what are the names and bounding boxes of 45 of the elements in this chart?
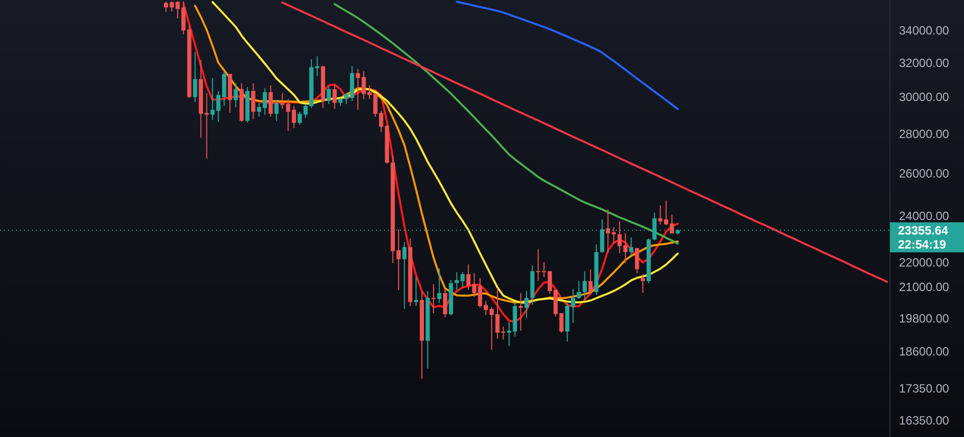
y-tick-label: 18600.00 [899, 344, 950, 359]
candlestick [268, 84, 273, 118]
y-tick-label: 22000.00 [899, 255, 950, 270]
candlestick [634, 248, 640, 274]
candlestick [618, 220, 622, 254]
candlestick [623, 232, 628, 264]
y-tick-label: 26000.00 [899, 166, 950, 180]
candlestick [559, 312, 564, 334]
candlestick [192, 52, 198, 103]
candlestick [524, 290, 529, 319]
y-tick-label: 28000.00 [899, 126, 950, 141]
line-series [456, 0, 679, 110]
candlestick [262, 88, 267, 116]
y-tick-label: 16350.00 [899, 413, 950, 428]
candlestick [588, 268, 593, 294]
candlestick [274, 99, 279, 122]
y-tick-label: 21000.00 [899, 280, 950, 294]
ref-line-label: 23355.64 [898, 223, 948, 238]
candlestick [414, 276, 418, 306]
candlestick [431, 284, 436, 314]
candlestick [332, 84, 337, 110]
y-tick-label: 32000.00 [899, 56, 950, 70]
y-tick-label: 30000.00 [899, 90, 950, 104]
candlestick [640, 274, 645, 294]
candlestick [576, 280, 581, 300]
candlestick [437, 268, 442, 304]
y-tick-label: 34000.00 [899, 24, 950, 38]
y-tick-label: 17350.00 [899, 382, 950, 396]
candlestick [629, 236, 634, 256]
candlestick [582, 270, 587, 300]
line-series [334, 3, 679, 245]
candlestick [256, 102, 262, 118]
candlestick [507, 321, 512, 346]
candlestick [518, 292, 523, 332]
text: 22:54:19 [898, 237, 946, 252]
candlestick [670, 214, 674, 234]
candlestick [292, 105, 296, 128]
candlestick [443, 288, 448, 318]
candlestick [251, 82, 256, 120]
y-tick-label: 19800.00 [899, 311, 950, 326]
candlestick [326, 86, 331, 105]
line-series [281, 2, 888, 283]
y-tick-label: 24000.00 [899, 209, 950, 224]
candlestick [402, 241, 407, 310]
candlestick [234, 82, 238, 108]
